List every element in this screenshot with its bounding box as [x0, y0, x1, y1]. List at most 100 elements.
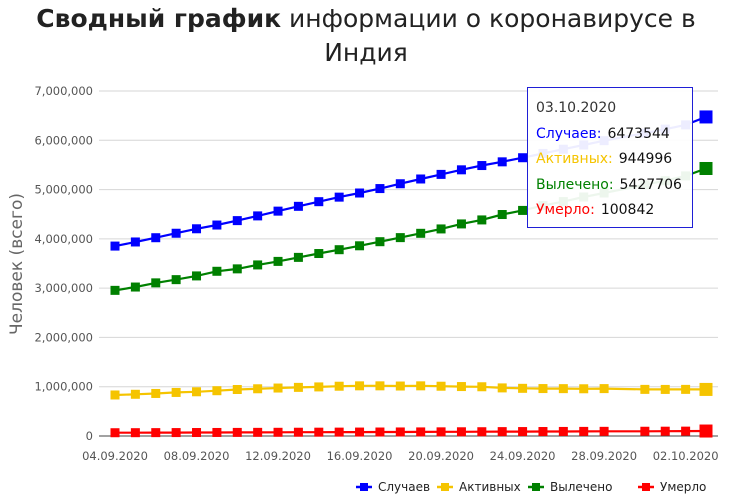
data-point[interactable] — [395, 427, 405, 437]
data-point[interactable] — [681, 426, 691, 436]
data-point[interactable] — [579, 384, 589, 394]
data-point[interactable] — [375, 381, 385, 391]
data-point[interactable] — [355, 427, 365, 437]
data-point[interactable] — [477, 427, 487, 437]
data-point[interactable] — [192, 387, 202, 397]
data-point[interactable] — [395, 233, 405, 243]
data-point[interactable] — [253, 260, 263, 270]
data-point[interactable] — [538, 384, 548, 394]
data-point[interactable] — [130, 282, 140, 292]
data-point[interactable] — [192, 428, 202, 438]
data-point[interactable] — [558, 384, 568, 394]
data-point[interactable] — [699, 110, 713, 124]
data-point[interactable] — [314, 197, 324, 207]
data-point[interactable] — [456, 219, 466, 229]
data-point[interactable] — [355, 381, 365, 391]
data-point[interactable] — [314, 382, 324, 392]
data-point[interactable] — [171, 428, 181, 438]
data-point[interactable] — [699, 161, 713, 175]
data-point[interactable] — [558, 426, 568, 436]
data-point[interactable] — [334, 427, 344, 437]
data-point[interactable] — [456, 382, 466, 392]
data-point[interactable] — [151, 388, 161, 398]
data-point[interactable] — [497, 427, 507, 437]
data-point[interactable] — [699, 382, 713, 396]
data-point[interactable] — [151, 428, 161, 438]
data-point[interactable] — [660, 384, 670, 394]
data-point[interactable] — [273, 206, 283, 216]
data-point[interactable] — [334, 192, 344, 202]
data-point[interactable] — [497, 383, 507, 393]
data-point[interactable] — [130, 428, 140, 438]
data-point[interactable] — [375, 237, 385, 247]
legend-item-1[interactable]: Активных — [437, 480, 521, 494]
data-point[interactable] — [192, 224, 202, 234]
data-point[interactable] — [293, 201, 303, 211]
data-point[interactable] — [416, 427, 426, 437]
data-point[interactable] — [477, 161, 487, 171]
data-point[interactable] — [273, 256, 283, 266]
data-point[interactable] — [518, 153, 528, 163]
data-point[interactable] — [151, 278, 161, 288]
data-point[interactable] — [110, 241, 120, 251]
data-point[interactable] — [232, 384, 242, 394]
data-point[interactable] — [477, 382, 487, 392]
data-point[interactable] — [110, 390, 120, 400]
data-point[interactable] — [253, 384, 263, 394]
data-point[interactable] — [375, 427, 385, 437]
data-point[interactable] — [314, 427, 324, 437]
data-point[interactable] — [355, 241, 365, 251]
data-point[interactable] — [130, 237, 140, 247]
data-point[interactable] — [640, 384, 650, 394]
data-point[interactable] — [599, 384, 609, 394]
data-point[interactable] — [334, 245, 344, 255]
data-point[interactable] — [579, 426, 589, 436]
data-point[interactable] — [232, 427, 242, 437]
data-point[interactable] — [416, 228, 426, 238]
data-point[interactable] — [436, 169, 446, 179]
data-point[interactable] — [273, 383, 283, 393]
data-point[interactable] — [640, 426, 650, 436]
legend-item-2[interactable]: Вылечено — [528, 480, 612, 494]
data-point[interactable] — [253, 211, 263, 221]
data-point[interactable] — [293, 252, 303, 262]
data-point[interactable] — [660, 426, 670, 436]
data-point[interactable] — [334, 381, 344, 391]
data-point[interactable] — [699, 424, 713, 438]
data-point[interactable] — [110, 285, 120, 295]
data-point[interactable] — [273, 427, 283, 437]
data-point[interactable] — [171, 228, 181, 238]
data-point[interactable] — [681, 384, 691, 394]
data-point[interactable] — [212, 386, 222, 396]
data-point[interactable] — [253, 427, 263, 437]
data-point[interactable] — [436, 224, 446, 234]
data-point[interactable] — [518, 383, 528, 393]
data-point[interactable] — [192, 271, 202, 281]
data-point[interactable] — [599, 426, 609, 436]
data-point[interactable] — [212, 266, 222, 276]
data-point[interactable] — [293, 427, 303, 437]
legend[interactable]: Случаев Активных Вылечено Умерло — [356, 480, 706, 494]
data-point[interactable] — [518, 205, 528, 215]
data-point[interactable] — [293, 382, 303, 392]
data-point[interactable] — [171, 275, 181, 285]
data-point[interactable] — [171, 387, 181, 397]
data-point[interactable] — [314, 249, 324, 259]
data-point[interactable] — [355, 188, 365, 198]
legend-item-3[interactable]: Умерло — [638, 480, 706, 494]
data-point[interactable] — [395, 381, 405, 391]
data-point[interactable] — [130, 389, 140, 399]
data-point[interactable] — [456, 165, 466, 175]
data-point[interactable] — [436, 427, 446, 437]
data-point[interactable] — [151, 233, 161, 243]
data-point[interactable] — [395, 179, 405, 189]
data-point[interactable] — [436, 381, 446, 391]
legend-item-0[interactable]: Случаев — [356, 480, 430, 494]
data-point[interactable] — [416, 174, 426, 184]
data-point[interactable] — [497, 157, 507, 167]
data-point[interactable] — [110, 428, 120, 438]
data-point[interactable] — [518, 427, 528, 437]
data-point[interactable] — [232, 264, 242, 274]
data-point[interactable] — [497, 210, 507, 220]
data-point[interactable] — [212, 427, 222, 437]
